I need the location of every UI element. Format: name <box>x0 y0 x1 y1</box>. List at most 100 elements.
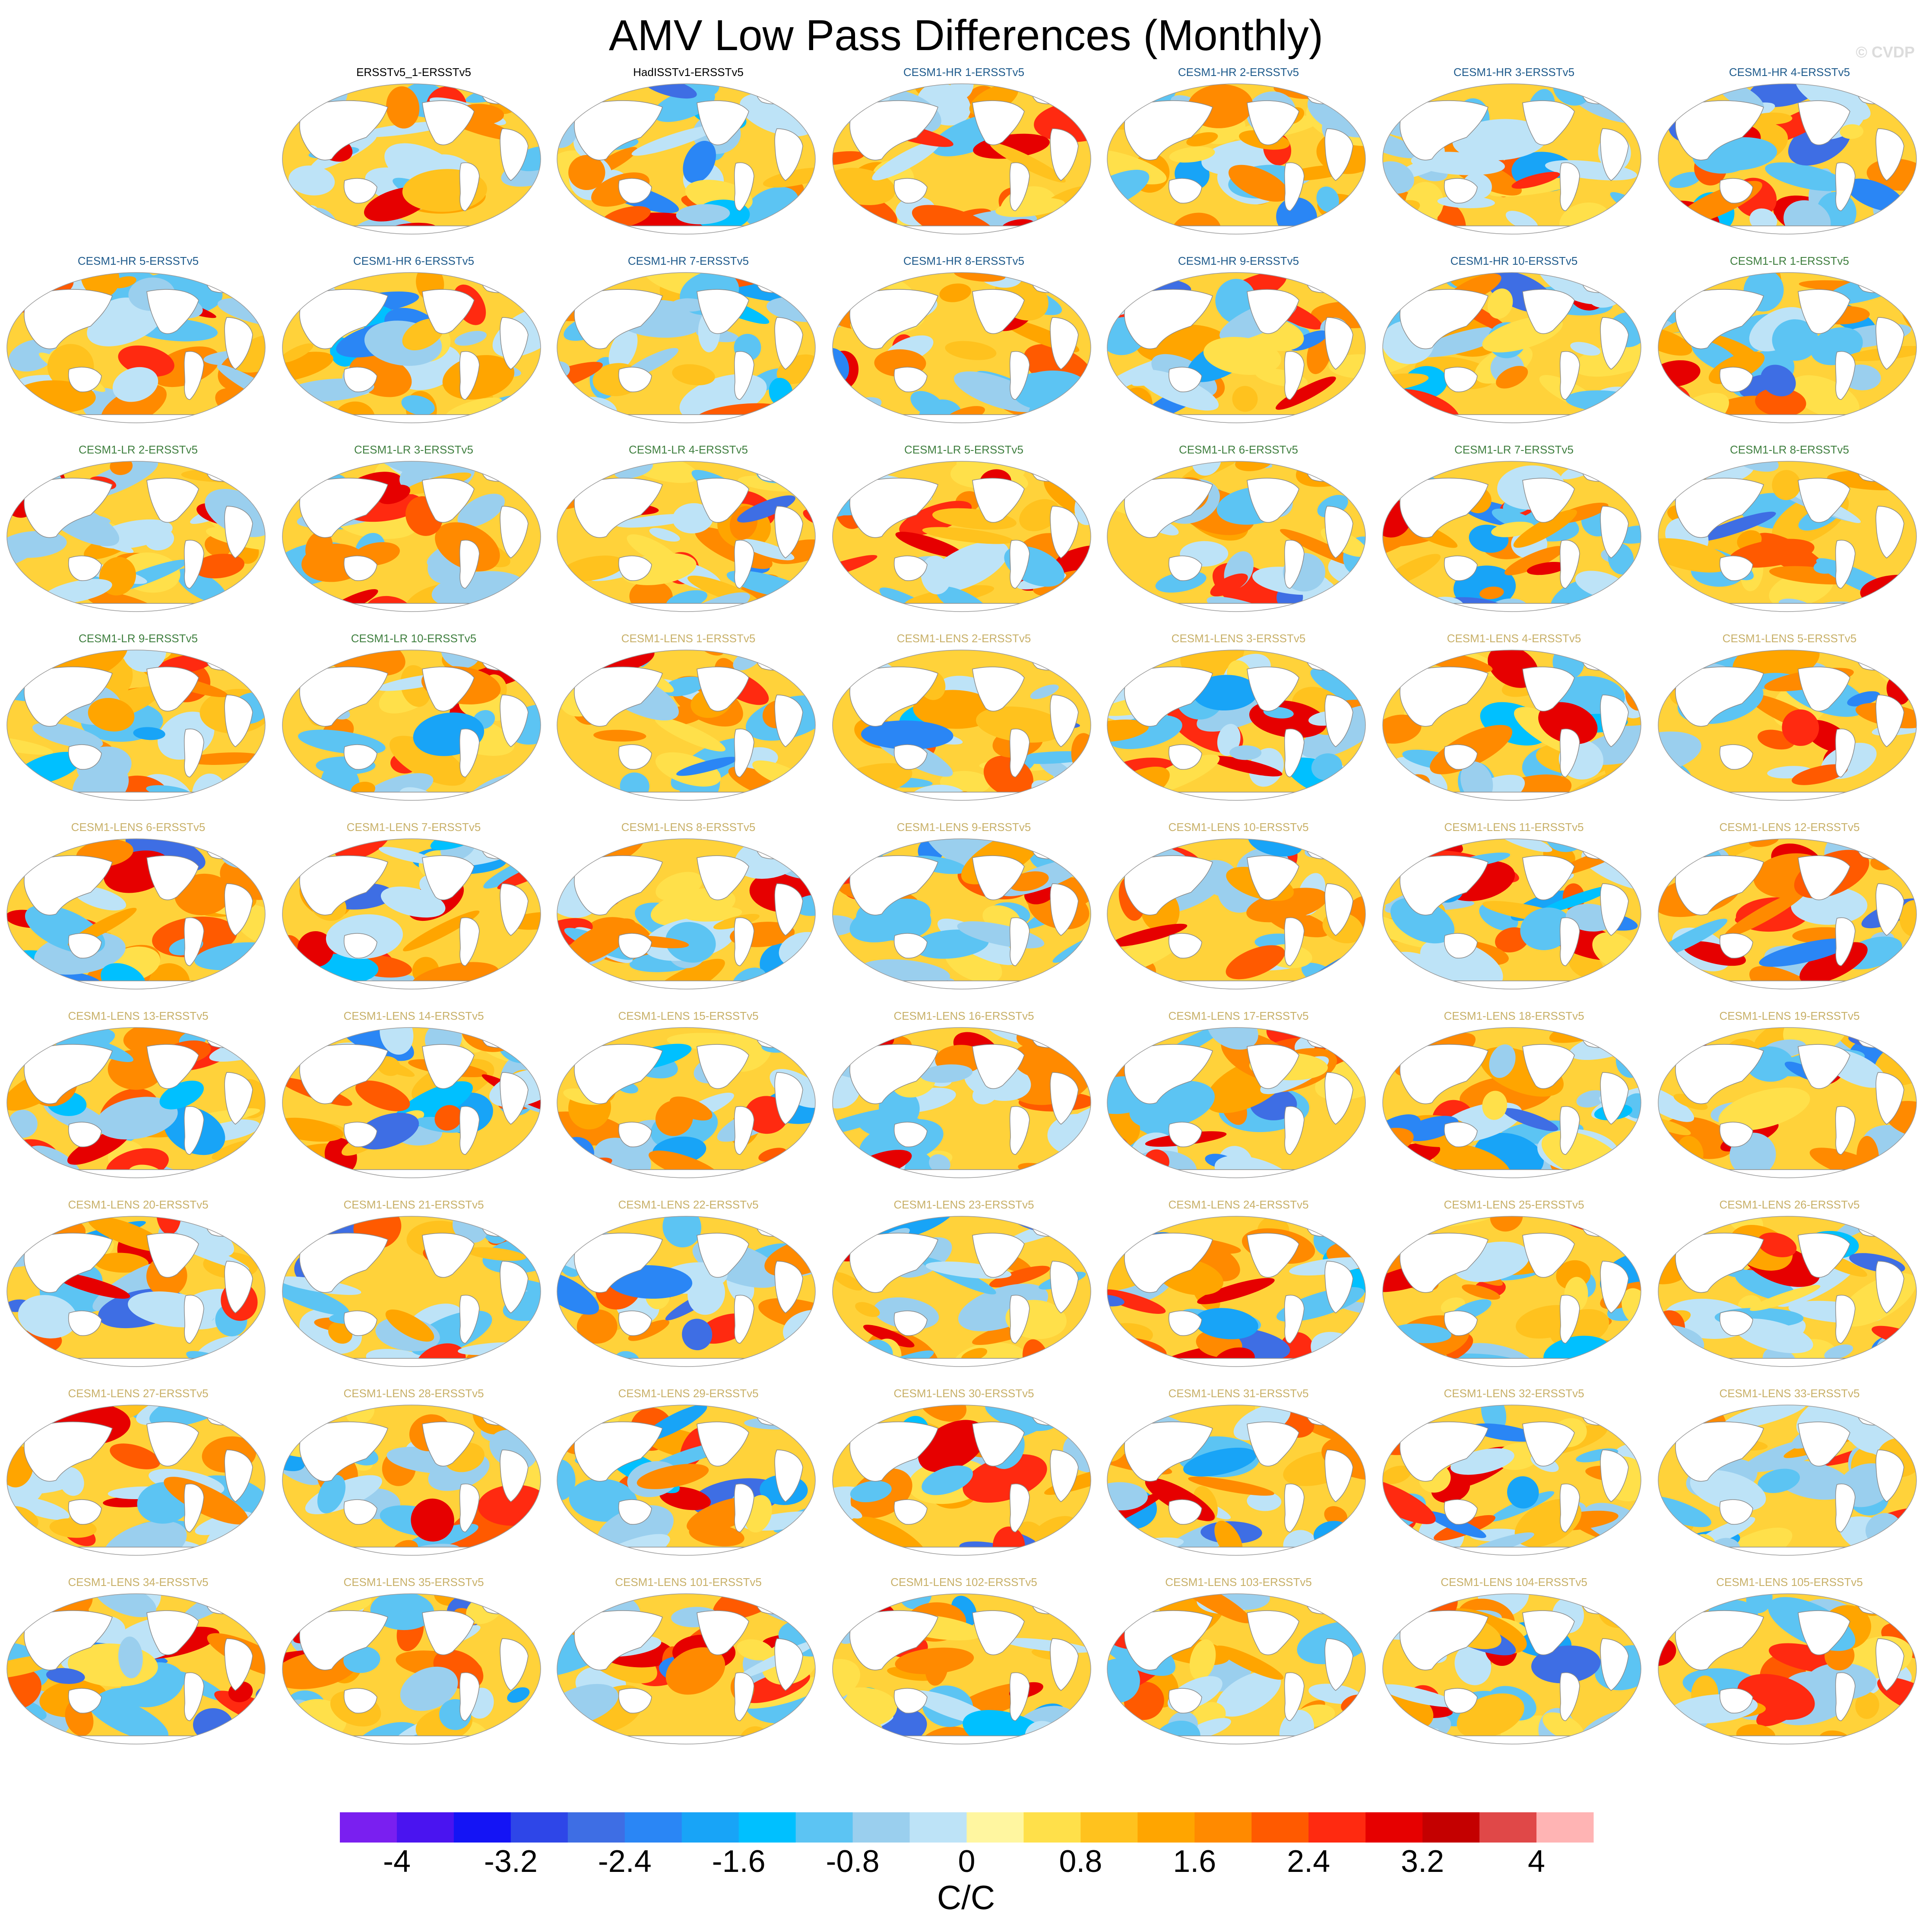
sst-anomaly-patch <box>357 121 450 137</box>
sst-anomaly-patch <box>118 1637 143 1678</box>
land-mass <box>894 1310 928 1336</box>
map-outline <box>1107 1027 1366 1178</box>
panel-title: CESM1-LENS 18-ERSSTv5 <box>1444 1009 1584 1022</box>
map-panel: CESM1-LENS 6-ERSSTv5 <box>4 820 272 993</box>
sst-difference-map <box>1658 461 1917 612</box>
sst-anomaly-patch <box>1539 885 1614 914</box>
sst-anomaly-patch <box>1669 172 1701 188</box>
sst-anomaly-patch <box>385 1309 434 1342</box>
sst-anomaly-patch <box>1758 1468 1800 1493</box>
sst-difference-map <box>557 272 816 423</box>
sst-anomaly-patch <box>32 723 103 749</box>
land-mass <box>459 1672 480 1721</box>
sst-anomaly-patch <box>921 555 951 595</box>
map-outline <box>1658 1216 1917 1367</box>
land-mass <box>68 1499 102 1525</box>
map-panel: CESM1-LENS 14-ERSSTv5 <box>280 1009 548 1181</box>
sst-anomaly-patch <box>1735 1269 1796 1301</box>
sst-difference-map <box>832 1593 1091 1744</box>
land-mass <box>1050 1072 1079 1125</box>
sst-difference-map <box>1107 1593 1366 1744</box>
sst-difference-map <box>1382 1405 1641 1556</box>
map-panel: CESM1-HR 8-ERSSTv5 <box>830 254 1098 426</box>
panel-title: CESM1-LENS 101-ERSSTv5 <box>615 1576 762 1589</box>
panel-title: CESM1-LR 7-ERSSTv5 <box>1454 443 1574 456</box>
sst-anomaly-patch <box>1761 365 1796 396</box>
land-mass <box>1600 317 1629 370</box>
map-outline <box>282 272 541 423</box>
sst-difference-map <box>1107 1027 1366 1178</box>
land-mass <box>1050 1638 1079 1691</box>
sst-anomaly-patch <box>401 395 435 415</box>
sst-anomaly-patch <box>1383 1478 1436 1524</box>
land-mass <box>618 744 652 770</box>
panel-title: CESM1-LENS 5-ERSSTv5 <box>1722 632 1857 645</box>
sst-anomaly-patch <box>67 1129 130 1165</box>
sst-anomaly-patch <box>990 143 1066 183</box>
sst-anomaly-patch <box>1487 288 1513 319</box>
land-mass <box>24 478 113 538</box>
sst-anomaly-patch <box>568 155 605 190</box>
land-mass <box>68 555 102 581</box>
map-outline <box>1658 650 1917 801</box>
sst-difference-map <box>1658 650 1917 801</box>
land-mass <box>894 1122 928 1148</box>
sst-anomaly-patch <box>1324 1506 1347 1526</box>
land-mass <box>1124 100 1213 161</box>
sst-anomaly-patch <box>466 1247 526 1261</box>
sst-anomaly-patch <box>671 298 707 312</box>
sst-anomaly-patch <box>282 343 314 363</box>
panel-title: CESM1-LENS 2-ERSSTv5 <box>896 632 1031 645</box>
land-mass <box>1444 1688 1478 1714</box>
map-panel: CESM1-LENS 102-ERSSTv5 <box>830 1575 1098 1748</box>
sst-anomaly-patch <box>1497 839 1552 852</box>
land-mass <box>1675 855 1764 916</box>
sst-difference-map <box>282 83 541 235</box>
sst-anomaly-patch <box>7 1668 41 1710</box>
sst-difference-map <box>557 83 816 235</box>
map-outline <box>1107 83 1366 235</box>
land-mass <box>1247 855 1299 901</box>
land-mass <box>224 1261 253 1313</box>
panel-title: CESM1-HR 2-ERSSTv5 <box>1178 66 1299 79</box>
sst-anomaly-patch <box>1107 1659 1140 1703</box>
land-mass <box>1124 1233 1213 1293</box>
sst-anomaly-patch <box>1383 130 1420 159</box>
land-mass <box>574 1421 663 1482</box>
colorbar-swatch <box>738 1812 796 1843</box>
map-panel: CESM1-LENS 1-ERSSTv5 <box>554 631 822 804</box>
map-panel: CESM1-LENS 29-ERSSTv5 <box>554 1386 822 1559</box>
panel-title: CESM1-LENS 8-ERSSTv5 <box>621 821 756 834</box>
colorbar-swatch <box>340 1812 397 1843</box>
sst-anomaly-patch <box>7 736 54 755</box>
land-mass <box>1284 729 1305 777</box>
map-panel: CESM1-HR 5-ERSSTv5 <box>4 254 272 426</box>
land-mass <box>1444 744 1478 770</box>
map-panel: CESM1-LR 6-ERSSTv5 <box>1105 442 1372 615</box>
map-panel: CESM1-LR 5-ERSSTv5 <box>830 442 1098 615</box>
land-mass <box>299 1421 388 1482</box>
land-mass <box>1400 855 1489 916</box>
sst-anomaly-patch <box>1216 1671 1281 1717</box>
land-mass <box>1720 555 1753 581</box>
panel-title: CESM1-LENS 16-ERSSTv5 <box>893 1009 1034 1022</box>
land-mass <box>894 1688 928 1714</box>
map-panel: CESM1-LENS 32-ERSSTv5 <box>1380 1386 1648 1559</box>
sst-anomaly-patch <box>1482 1091 1508 1120</box>
land-mass <box>734 1672 754 1721</box>
sst-difference-map <box>6 650 266 801</box>
panel-title: CESM1-HR 6-ERSSTv5 <box>353 254 475 267</box>
sst-difference-map <box>282 1405 541 1556</box>
sst-anomaly-patch <box>1724 889 1807 938</box>
land-mass <box>894 744 928 770</box>
sst-anomaly-patch <box>1110 923 1188 947</box>
sst-anomaly-patch <box>454 330 487 346</box>
sst-anomaly-patch <box>976 706 1065 743</box>
sst-anomaly-patch <box>1197 1278 1275 1304</box>
sst-anomaly-patch <box>88 1216 167 1252</box>
sst-difference-map <box>6 838 266 990</box>
map-panel: CESM1-LENS 10-ERSSTv5 <box>1105 820 1372 993</box>
map-panel: CESM1-LENS 11-ERSSTv5 <box>1380 820 1648 993</box>
land-mass <box>1522 1044 1575 1089</box>
